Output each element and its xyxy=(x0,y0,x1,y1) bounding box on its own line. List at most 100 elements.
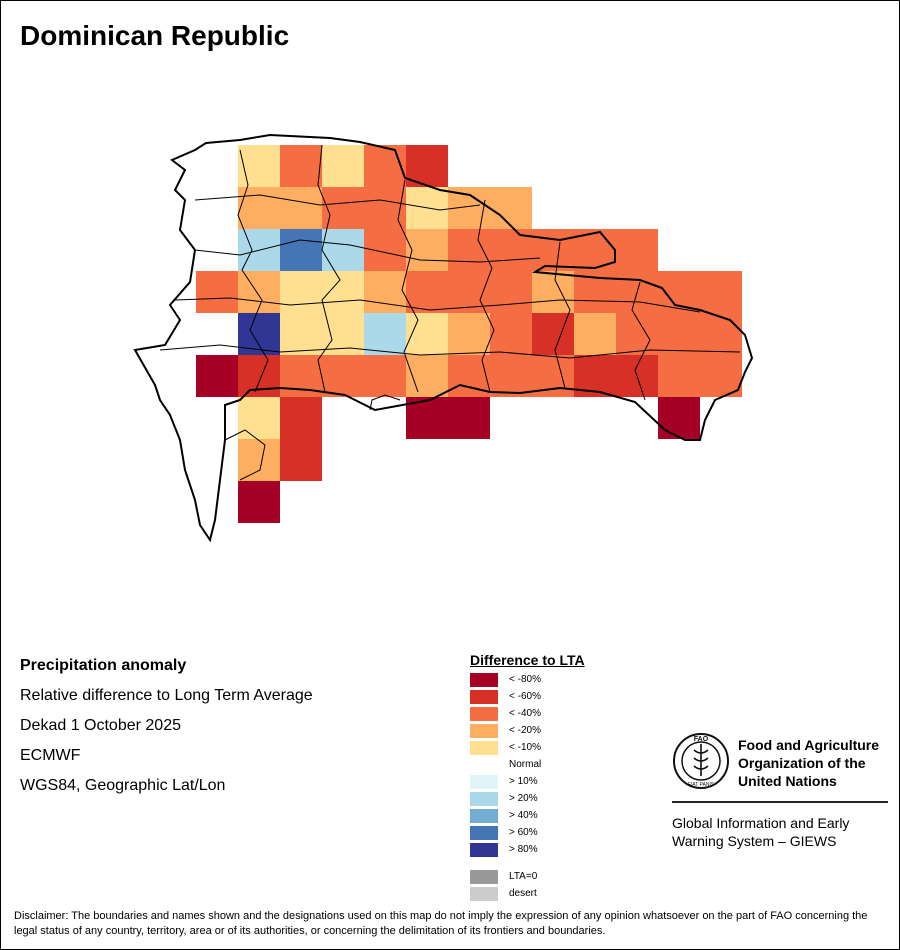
legend-item: Normal xyxy=(470,757,585,774)
legend-item: < -60% xyxy=(470,689,585,706)
grid-cell xyxy=(700,355,742,397)
grid-cell xyxy=(658,313,700,355)
legend-item: < -20% xyxy=(470,723,585,740)
legend-item: > 60% xyxy=(470,825,585,842)
grid-cell xyxy=(238,145,280,187)
grid-cell xyxy=(700,271,742,313)
grid-cell xyxy=(700,313,742,355)
grid-cell xyxy=(616,229,658,271)
grid-cell xyxy=(280,187,322,229)
grid-cell xyxy=(532,229,574,271)
legend-swatch xyxy=(470,792,498,806)
grid-cell xyxy=(238,271,280,313)
legend-label: Normal xyxy=(509,759,542,770)
grid-cell xyxy=(490,313,532,355)
legend-label: < -60% xyxy=(509,691,541,702)
legend-swatch xyxy=(470,843,498,857)
legend-label: LTA=0 xyxy=(509,871,538,882)
fao-block: FAO FIAT PANIS Food and Agriculture Orga… xyxy=(672,732,888,849)
grid-cell xyxy=(490,187,532,229)
legend-item: < -40% xyxy=(470,706,585,723)
grid-cell xyxy=(364,229,406,271)
anomaly-map xyxy=(133,133,754,543)
legend: Difference to LTA < -80% < -60% < -40% < -2… xyxy=(470,652,585,903)
map-info: Precipitation anomaly Relative differenc… xyxy=(20,656,313,806)
legend-label: > 60% xyxy=(509,827,538,838)
province-boundaries xyxy=(159,144,741,481)
svg-text:FIAT PANIS: FIAT PANIS xyxy=(688,782,715,788)
info-projection: WGS84, Geographic Lat/Lon xyxy=(20,777,226,794)
legend-title: Difference to LTA xyxy=(470,652,585,668)
legend-swatch xyxy=(470,707,498,721)
grid-cell xyxy=(406,271,448,313)
legend-label: < -20% xyxy=(509,725,541,736)
map-title: Dominican Republic xyxy=(20,20,290,51)
grid-cell xyxy=(532,313,574,355)
grid-cell xyxy=(322,355,364,397)
fao-divider xyxy=(672,801,888,803)
legend-swatch xyxy=(470,724,498,738)
grid-cell xyxy=(364,355,406,397)
legend-label: > 40% xyxy=(509,810,538,821)
legend-label: < -80% xyxy=(509,674,541,685)
legend-swatch xyxy=(470,826,498,840)
grid-cell xyxy=(448,229,490,271)
giews-name: Global Information and Early Warning Sys… xyxy=(672,815,850,849)
info-period: Dekad 1 October 2025 xyxy=(20,717,181,734)
legend-label: desert xyxy=(509,888,537,899)
grid-cell xyxy=(238,355,280,397)
disclaimer: Disclaimer: The boundaries and names sho… xyxy=(14,910,868,937)
grid-cell xyxy=(238,187,280,229)
grid-cell xyxy=(322,271,364,313)
grid-cell xyxy=(364,271,406,313)
grid-cell xyxy=(238,481,280,523)
country-outline xyxy=(133,133,754,543)
grid-cell xyxy=(280,313,322,355)
grid-cell xyxy=(280,439,322,481)
grid-cell xyxy=(616,313,658,355)
legend-item: < -10% xyxy=(470,740,585,757)
legend-item: > 10% xyxy=(470,774,585,791)
grid-cell xyxy=(196,271,238,313)
grid-cell xyxy=(322,187,364,229)
legend-label: < -10% xyxy=(509,742,541,753)
grid-cell xyxy=(238,313,280,355)
grid-cell xyxy=(448,271,490,313)
legend-item: > 20% xyxy=(470,791,585,808)
svg-text:FAO: FAO xyxy=(694,736,709,743)
legend-label: > 20% xyxy=(509,793,538,804)
legend-swatch xyxy=(470,870,498,884)
grid-cell xyxy=(532,271,574,313)
anomaly-grid xyxy=(196,145,742,523)
legend-item: LTA=0 xyxy=(470,869,585,886)
legend-swatch xyxy=(470,887,498,901)
fao-name: Food and Agriculture Organization of the… xyxy=(738,737,880,789)
legend-item: > 80% xyxy=(470,842,585,859)
grid-cell xyxy=(406,229,448,271)
info-heading: Precipitation anomaly xyxy=(20,657,187,674)
legend-swatch xyxy=(470,809,498,823)
legend-items: < -80% < -60% < -40% < -20% < -10% Normal > 10… xyxy=(470,672,585,859)
legend-swatch xyxy=(470,690,498,704)
grid-cell xyxy=(280,145,322,187)
fao-logo-icon: FAO FIAT PANIS xyxy=(673,733,729,789)
legend-item: desert xyxy=(470,886,585,903)
grid-cell xyxy=(448,397,490,439)
legend-swatch xyxy=(470,775,498,789)
grid-cell xyxy=(322,229,364,271)
legend-item: > 40% xyxy=(470,808,585,825)
legend-swatch xyxy=(470,673,498,687)
grid-cell xyxy=(280,397,322,439)
grid-cell xyxy=(238,439,280,481)
legend-label: < -40% xyxy=(509,708,541,719)
grid-cell xyxy=(574,313,616,355)
grid-cell xyxy=(364,145,406,187)
grid-cell xyxy=(280,229,322,271)
grid-cell xyxy=(490,271,532,313)
legend-extra: LTA=0 desert xyxy=(470,869,585,903)
info-subtitle: Relative difference to Long Term Average xyxy=(20,687,313,704)
grid-cell xyxy=(322,145,364,187)
grid-cell xyxy=(658,355,700,397)
grid-cell xyxy=(196,355,238,397)
grid-cell xyxy=(490,355,532,397)
